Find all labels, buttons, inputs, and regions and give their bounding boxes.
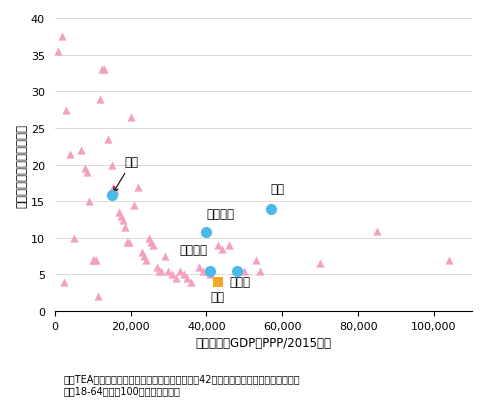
Point <box>155 268 163 275</box>
Point <box>225 242 233 249</box>
Point <box>150 242 157 249</box>
Point <box>131 202 138 209</box>
Point <box>206 268 214 275</box>
X-axis label: 一人あたりGDP（PPP/2015年）: 一人あたりGDP（PPP/2015年） <box>195 337 331 350</box>
Point <box>121 224 129 230</box>
Point <box>233 268 241 275</box>
Point <box>108 162 115 168</box>
Point <box>214 242 222 249</box>
Point <box>108 193 115 199</box>
Point <box>184 275 191 282</box>
Point <box>140 253 148 260</box>
Point <box>96 96 104 102</box>
Point <box>142 257 150 263</box>
Point <box>199 268 206 275</box>
Point <box>169 272 176 278</box>
Point <box>157 268 165 275</box>
Point <box>58 34 66 40</box>
Point <box>83 169 91 176</box>
Text: ドイツ: ドイツ <box>229 276 250 289</box>
Point <box>60 279 68 286</box>
Point <box>117 213 125 220</box>
Point <box>180 272 187 278</box>
Text: フランス: フランス <box>180 243 208 256</box>
Point <box>55 49 62 55</box>
Point <box>123 239 131 245</box>
Point <box>115 209 123 216</box>
Text: 中国: 中国 <box>113 156 139 192</box>
Point <box>77 147 85 154</box>
Point <box>187 279 195 286</box>
Point <box>161 253 169 260</box>
Point <box>172 275 180 282</box>
Point <box>195 264 203 271</box>
Point <box>100 67 108 73</box>
Point <box>119 217 127 223</box>
Point <box>206 272 214 278</box>
Point <box>233 268 241 275</box>
Point <box>127 114 134 121</box>
Point <box>138 249 146 256</box>
Text: 注：TEAは、企業の準備を始めている人、創業後42ヶ月未満の企業を経営している人
　の18-64歳人口100人当たりの割合: 注：TEAは、企業の準備を始めている人、創業後42ヶ月未満の企業を経営している人… <box>63 373 300 395</box>
Point <box>93 257 100 263</box>
Point <box>62 107 70 113</box>
Point <box>203 229 210 236</box>
Point <box>153 264 161 271</box>
Point <box>104 136 112 143</box>
Point <box>218 246 225 252</box>
Point <box>85 198 93 205</box>
Y-axis label: 起業活動率（２０１４年）: 起業活動率（２０１４年） <box>15 123 28 207</box>
Point <box>252 257 260 263</box>
Point <box>81 166 89 172</box>
Point <box>373 228 381 234</box>
Text: 米国: 米国 <box>271 183 285 196</box>
Point <box>203 268 210 275</box>
Point <box>91 257 98 263</box>
Point <box>89 257 96 263</box>
Point <box>94 294 102 300</box>
Point <box>134 184 142 190</box>
Point <box>112 188 119 194</box>
Text: イギリス: イギリス <box>206 207 234 220</box>
Point <box>267 206 275 212</box>
Point <box>256 268 263 275</box>
Point <box>146 235 153 241</box>
Point <box>165 268 172 275</box>
Point <box>241 268 248 275</box>
Text: 日本: 日本 <box>210 290 224 303</box>
Point <box>445 257 453 263</box>
Point <box>317 260 324 267</box>
Point <box>98 67 106 73</box>
Point <box>66 151 74 158</box>
Point <box>176 268 184 275</box>
Point <box>125 239 132 245</box>
Point <box>110 184 117 190</box>
Point <box>70 235 77 241</box>
Point <box>214 279 222 286</box>
Point <box>148 239 155 245</box>
